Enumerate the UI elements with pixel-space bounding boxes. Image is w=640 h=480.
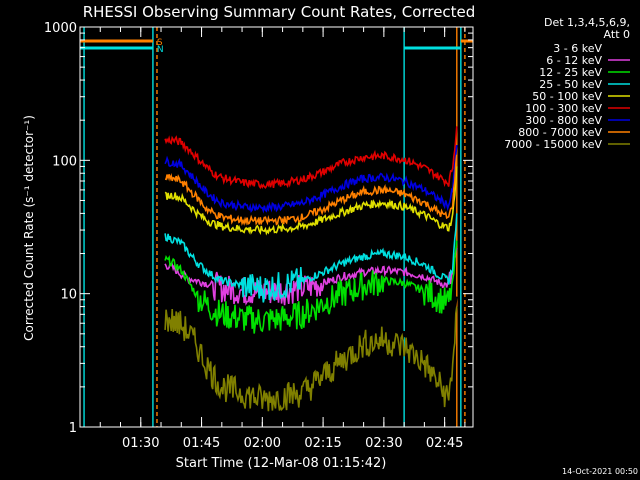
flag-label-saa: S bbox=[157, 38, 163, 48]
chart-title: RHESSI Observing Summary Count Rates, Co… bbox=[83, 3, 476, 21]
x-tick-label-3: 02:15 bbox=[304, 436, 341, 451]
series-line-6 bbox=[164, 145, 458, 214]
legend-entry-label-6: 300 - 800 keV bbox=[525, 114, 602, 127]
x-tick-label-2: 02:00 bbox=[244, 436, 281, 451]
x-tick-label-1: 01:45 bbox=[183, 436, 220, 451]
series-line-7 bbox=[164, 154, 458, 227]
series-line-3 bbox=[164, 213, 458, 303]
legend-header-line-1: Det 1,3,4,5,6,9, bbox=[544, 16, 630, 29]
legend-entry-label-2: 12 - 25 keV bbox=[539, 66, 602, 79]
y-axis-label: Corrected Count Rate (s⁻¹ detector⁻¹) bbox=[22, 115, 36, 341]
x-tick-label-0: 01:30 bbox=[122, 436, 159, 451]
legend-entry-label-7: 800 - 7000 keV bbox=[518, 126, 602, 139]
legend-entry-label-5: 100 - 300 keV bbox=[525, 102, 602, 115]
legend-entry-label-0: 3 - 6 keV bbox=[553, 42, 602, 55]
flag-label-night: N bbox=[157, 45, 164, 55]
x-tick-label-4: 02:30 bbox=[365, 436, 402, 451]
legend-entry-label-4: 50 - 100 keV bbox=[532, 90, 602, 103]
x-tick-label-5: 02:45 bbox=[426, 436, 463, 451]
x-axis-label: Start Time (12-Mar-08 01:15:42) bbox=[176, 456, 387, 471]
plot-frame bbox=[79, 26, 474, 428]
y-tick-label-3: 1000 bbox=[44, 21, 77, 36]
legend-entry-label-1: 6 - 12 keV bbox=[546, 54, 602, 67]
series-line-8 bbox=[164, 306, 458, 412]
plot-area: SN bbox=[80, 27, 473, 427]
legend-entry-label-3: 25 - 50 keV bbox=[539, 78, 602, 91]
y-tick-label-2: 100 bbox=[52, 154, 77, 169]
series-line-0 bbox=[164, 289, 458, 385]
axes: 1 10 100 1000 01:30 01:45 02:00 02:15 02:30 02:45 bbox=[44, 21, 474, 451]
legend-header-line-2: Att 0 bbox=[604, 28, 630, 41]
series-line-2 bbox=[164, 240, 458, 334]
legend-entry-label-8: 7000 - 15000 keV bbox=[504, 138, 602, 151]
footer-date: 14-Oct-2021 00:50 bbox=[562, 467, 638, 476]
y-tick-label-0: 1 bbox=[69, 421, 77, 436]
series-line-4 bbox=[164, 166, 458, 236]
y-tick-label-1: 10 bbox=[60, 288, 77, 303]
series-line-1 bbox=[164, 247, 458, 306]
series-line-5 bbox=[164, 126, 458, 190]
